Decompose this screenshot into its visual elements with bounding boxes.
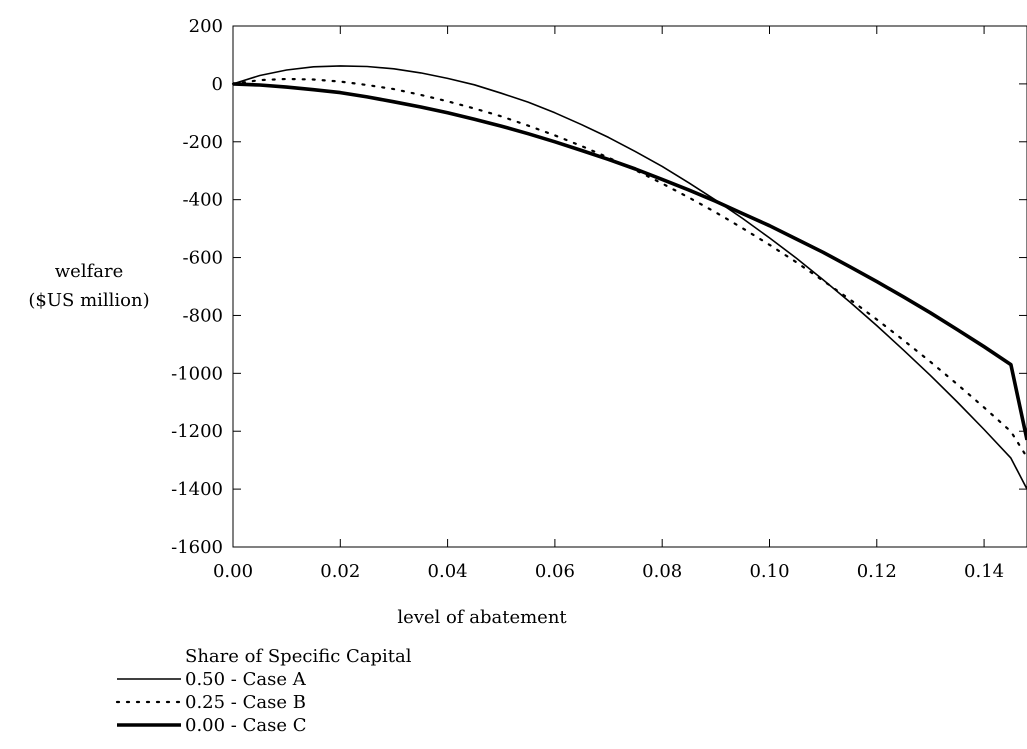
y-tick-label: -1600	[171, 537, 223, 558]
series-line-case-c	[232, 82, 1027, 441]
plot-border	[232, 25, 1027, 548]
legend: Share of Specific Capital 0.50 - Case A0…	[115, 646, 412, 736]
y-axis: 200 0 -200 -400 -600 -800 -1000 -1200 -1400 -1600	[171, 16, 1027, 558]
x-tick-label: 0.14	[964, 561, 1004, 582]
y-tick-label: -400	[183, 190, 223, 211]
series-line-case-b	[231, 77, 1027, 459]
y-tick-label: 0	[212, 74, 223, 95]
x-tick-label: 0.02	[320, 561, 360, 582]
y-tick-label: -200	[183, 132, 223, 153]
y-tick-label: -1400	[171, 479, 223, 500]
x-tick-label: 0.08	[642, 561, 682, 582]
legend-title: Share of Specific Capital	[185, 646, 412, 667]
x-axis-label: level of abatement	[397, 607, 567, 628]
legend-items: 0.50 - Case A0.25 - Case B0.00 - Case C	[115, 669, 307, 736]
x-tick-label: 0.12	[857, 561, 897, 582]
x-tick-label: 0.10	[749, 561, 789, 582]
y-tick-label: 200	[189, 16, 223, 37]
legend-label: 0.50 - Case A	[185, 669, 307, 690]
legend-label: 0.25 - Case B	[185, 692, 306, 713]
y-tick-label: -800	[183, 305, 223, 326]
x-axis: 0.00 0.02 0.04 0.06 0.08 0.10 0.12 0.14	[213, 26, 1004, 582]
y-tick-label: -1200	[171, 421, 223, 442]
y-axis-label-line1: welfare	[55, 261, 123, 282]
series-line-case-a	[232, 65, 1027, 490]
y-axis-label-line2: ($US million)	[28, 290, 149, 311]
plot-frame	[232, 25, 1027, 548]
y-tick-label: -600	[183, 248, 223, 269]
x-tick-label: 0.06	[535, 561, 575, 582]
legend-label: 0.00 - Case C	[185, 715, 307, 736]
y-tick-label: -1000	[171, 363, 223, 384]
series-layer	[231, 65, 1027, 490]
x-tick-label: 0.00	[213, 561, 253, 582]
x-tick-label: 0.04	[428, 561, 468, 582]
